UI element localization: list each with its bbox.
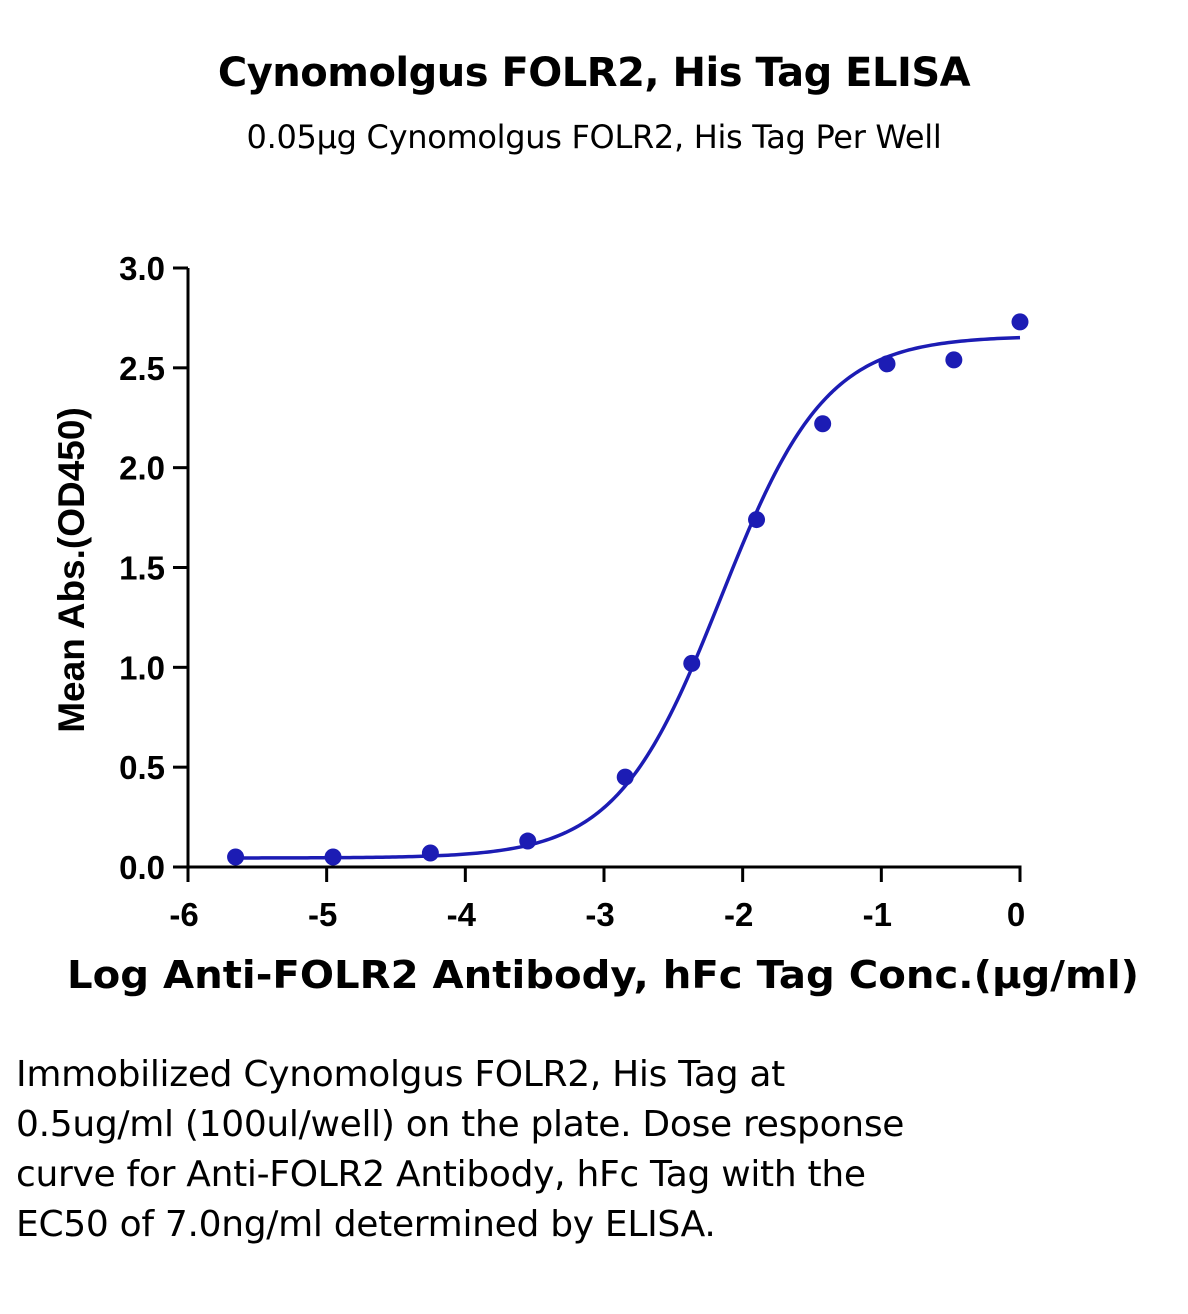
y-axis-label: Mean Abs.(OD450) <box>51 407 92 733</box>
data-point <box>421 844 439 862</box>
data-point <box>945 351 963 369</box>
data-point <box>227 848 245 866</box>
chart-subtitle: 0.05μg Cynomolgus FOLR2, His Tag Per Wel… <box>246 118 942 156</box>
data-point <box>683 654 701 672</box>
x-tick-label: -3 <box>585 896 614 933</box>
data-points <box>227 313 1029 866</box>
y-tick-label: 0.0 <box>119 849 165 886</box>
x-tick-label: 0 <box>1007 896 1025 933</box>
x-tick-label: -1 <box>863 896 892 933</box>
data-point <box>324 848 342 866</box>
chart-title: Cynomolgus FOLR2, His Tag ELISA <box>217 50 971 96</box>
data-point <box>878 355 896 373</box>
x-tick-label: -4 <box>447 896 477 933</box>
x-tick-label: -2 <box>724 896 753 933</box>
x-tick-label: -6 <box>169 896 198 933</box>
data-point <box>616 768 634 786</box>
y-tick-label: 3.0 <box>119 250 165 287</box>
data-point <box>814 415 832 433</box>
data-point <box>748 511 766 529</box>
y-tick-label: 0.5 <box>119 749 165 786</box>
data-point <box>1011 313 1029 331</box>
y-tick-label: 2.0 <box>119 450 165 487</box>
data-point <box>519 832 537 850</box>
caption: Immobilized Cynomolgus FOLR2, His Tag at… <box>16 1054 905 1245</box>
x-tick-label: -5 <box>308 896 337 933</box>
y-tick-label: 1.5 <box>119 550 165 587</box>
y-tick-label: 1.0 <box>119 649 165 686</box>
x-axis-label: Log Anti-FOLR2 Antibody, hFc Tag Conc.(μ… <box>67 953 1139 997</box>
dose-response-chart: 0.0 0.5 1.0 1.5 2.0 2.5 3.0 -6 -5 -4 -3 -2 -1 0 Mean … <box>51 250 1139 997</box>
axes: 0.0 0.5 1.0 1.5 2.0 2.5 3.0 -6 -5 -4 -3 -2 -1 0 <box>119 250 1025 933</box>
y-tick-label: 2.5 <box>119 350 165 387</box>
